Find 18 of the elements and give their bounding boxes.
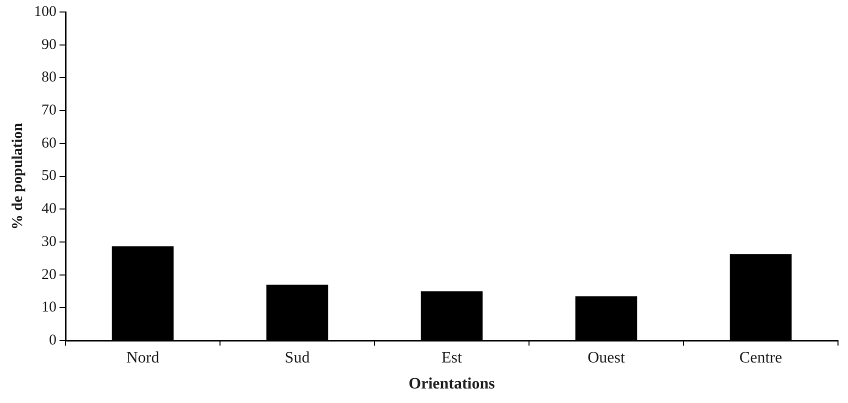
x-tick-label: Est [442,349,463,366]
y-tick-label: 30 [42,234,56,250]
y-axis-title: % de population [10,122,26,230]
y-tick-label: 80 [42,70,56,86]
x-axis-title: Orientations [408,376,495,393]
y-tick-label: 50 [42,168,56,184]
y-tick-label: 70 [42,102,56,119]
y-tick-label: 100 [34,4,56,20]
y-tick-label: 90 [42,36,56,53]
x-tick-label: Ouest [588,349,626,366]
y-tick-label: 20 [42,266,56,283]
y-tick-label: 60 [42,135,56,152]
y-tick-label: 40 [42,201,56,218]
x-tick-label: Nord [126,349,160,366]
y-tick-label: 10 [42,300,56,316]
x-tick-label: Sud [284,349,310,366]
y-tick-label: 0 [49,332,56,349]
x-tick-label: Centre [739,349,782,366]
